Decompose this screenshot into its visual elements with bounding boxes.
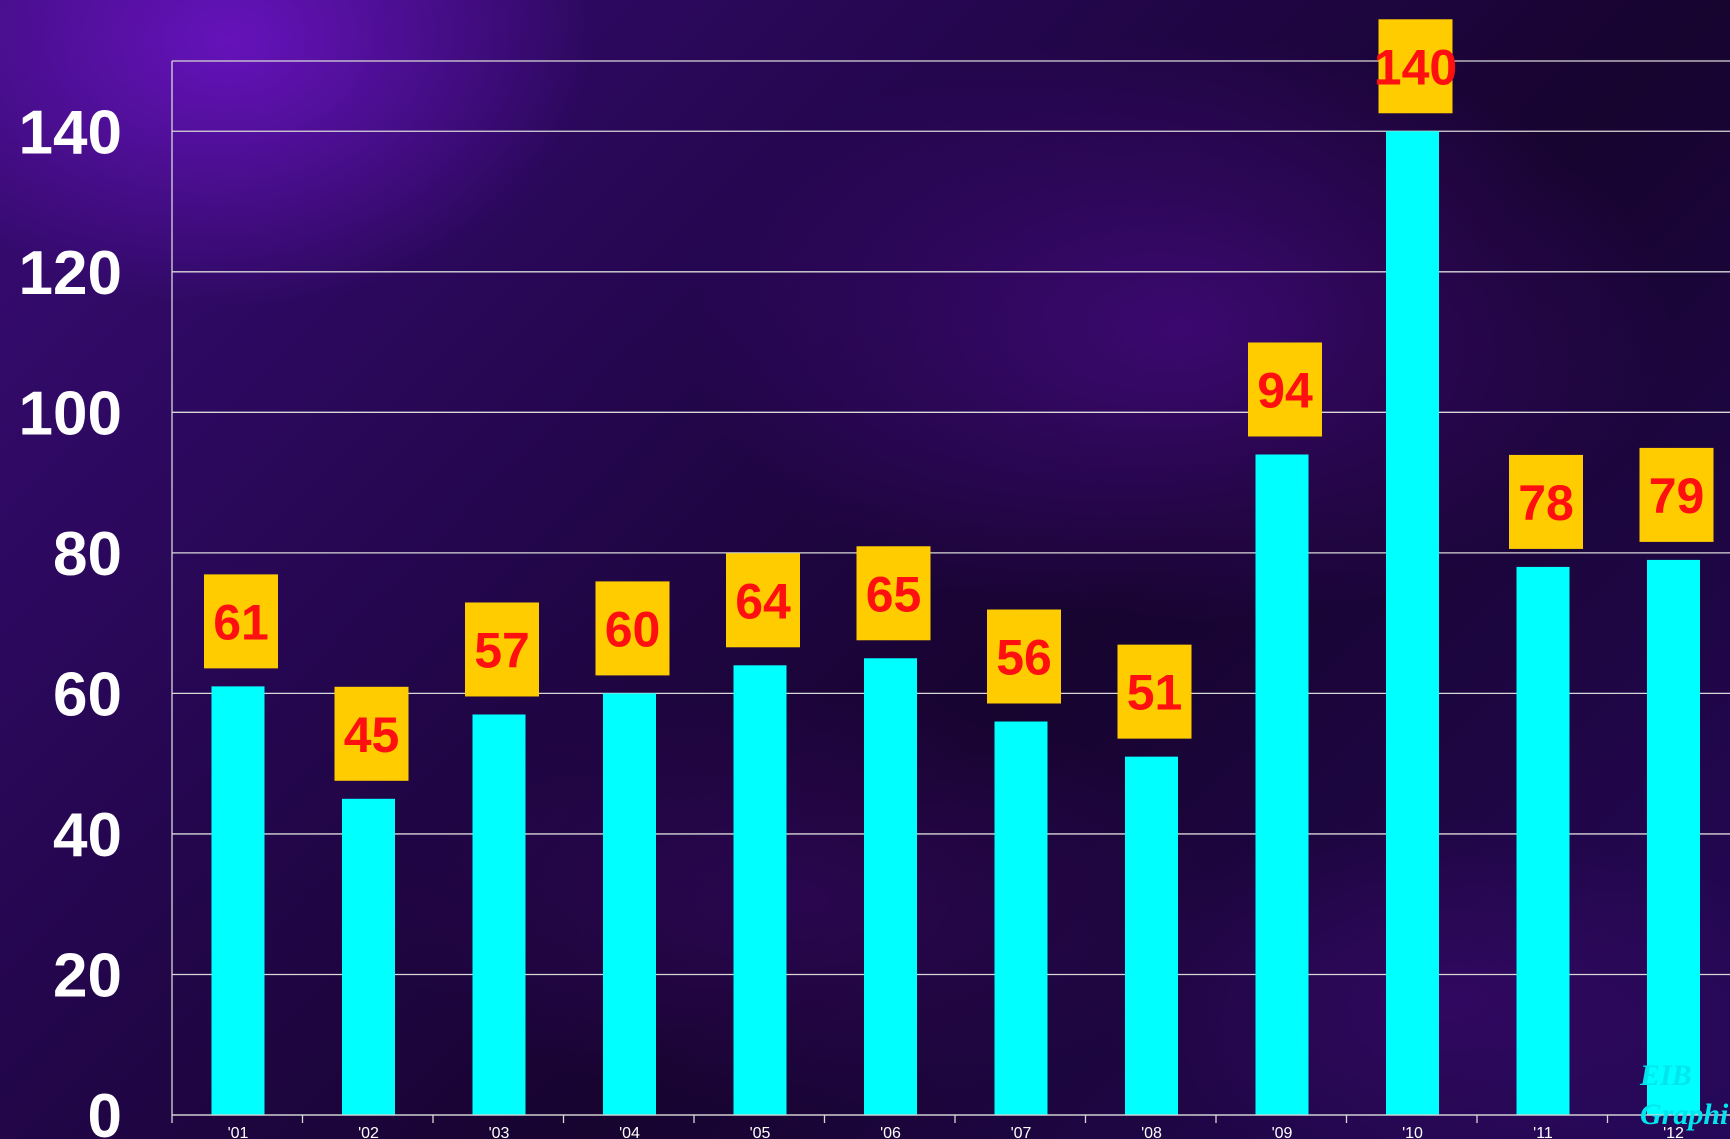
x-tick-label: '10 xyxy=(1402,1125,1423,1139)
bar xyxy=(1255,454,1309,1115)
x-tick-label: '03 xyxy=(489,1125,510,1139)
y-tick-label: 0 xyxy=(88,1082,122,1139)
data-label-box xyxy=(1378,19,1453,114)
y-tick-label: 140 xyxy=(19,98,122,167)
data-label: 60 xyxy=(605,601,661,657)
data-label: 61 xyxy=(213,594,269,650)
x-tick-label: '04 xyxy=(619,1125,640,1139)
x-tick-label: '06 xyxy=(880,1125,901,1139)
data-label-box xyxy=(856,546,931,641)
y-axis: 0 20 40 60 80 100 120 140 xyxy=(19,61,173,1139)
bar xyxy=(994,721,1048,1115)
data-label-box xyxy=(204,574,278,669)
data-label: 140 xyxy=(1374,39,1457,95)
data-label: 94 xyxy=(1257,362,1313,418)
y-tick-label: 40 xyxy=(53,801,122,870)
bar xyxy=(603,693,656,1115)
data-label-box xyxy=(465,602,539,697)
bar-series xyxy=(211,131,1700,1115)
watermark: EIB Graphi xyxy=(1639,1059,1729,1131)
data-label: 57 xyxy=(474,622,530,678)
x-tick-label: '05 xyxy=(750,1125,771,1139)
bar xyxy=(733,665,787,1115)
x-tick-label: '02 xyxy=(358,1125,379,1139)
bar xyxy=(342,798,395,1115)
data-label: 65 xyxy=(866,566,922,622)
data-label-box xyxy=(726,553,800,648)
bar xyxy=(472,714,526,1115)
bar xyxy=(1386,131,1439,1115)
x-tick-label: '12 xyxy=(1663,1125,1684,1139)
bar xyxy=(1516,566,1570,1115)
data-label: 45 xyxy=(344,707,400,763)
x-tick-label: '01 xyxy=(228,1125,249,1139)
y-tick-label: 80 xyxy=(53,520,122,589)
data-label: 79 xyxy=(1649,468,1705,524)
y-tick-label: 100 xyxy=(19,379,122,448)
data-label-box xyxy=(1117,644,1192,739)
bar xyxy=(1125,756,1178,1115)
data-label: 51 xyxy=(1127,665,1183,721)
data-label: 64 xyxy=(735,573,791,629)
bar xyxy=(1647,559,1700,1115)
x-tick-label: '09 xyxy=(1272,1125,1293,1139)
data-label: 56 xyxy=(996,630,1052,686)
y-tick-label: 60 xyxy=(53,660,122,729)
x-tick-label: '07 xyxy=(1011,1125,1032,1139)
data-labels: 61 45 57 60 64 65 56 51 94 140 78 79 xyxy=(204,19,1714,781)
data-label-box xyxy=(595,581,670,676)
data-label-box xyxy=(987,609,1061,704)
gridlines xyxy=(172,60,1730,1116)
data-label-box xyxy=(1248,342,1322,437)
data-label-box xyxy=(1509,454,1583,549)
x-axis: '01 '02 '03 '04 '05 '06 '07 '08 '09 '10 '11 '12 xyxy=(171,1114,1730,1139)
data-label-box xyxy=(1639,447,1714,542)
data-label-box xyxy=(334,686,409,781)
bar xyxy=(864,658,917,1115)
watermark-line-2: Graphi xyxy=(1640,1098,1729,1131)
data-label: 78 xyxy=(1518,475,1574,531)
bar xyxy=(211,686,265,1115)
x-tick-label: '11 xyxy=(1533,1125,1553,1139)
watermark-line-1: EIB xyxy=(1639,1059,1692,1092)
y-tick-label: 20 xyxy=(53,941,122,1010)
y-tick-label: 120 xyxy=(19,239,122,308)
x-tick-label: '08 xyxy=(1141,1125,1162,1139)
